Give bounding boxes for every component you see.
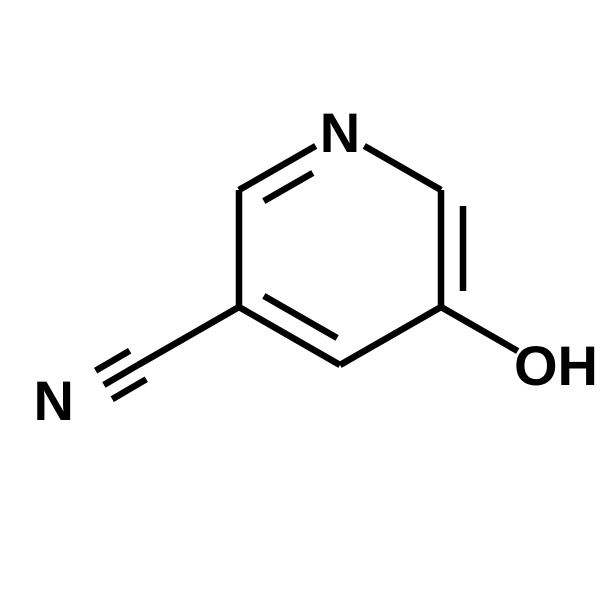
svg-text:N: N — [320, 101, 360, 164]
svg-text:N: N — [34, 369, 74, 432]
svg-text:OH: OH — [514, 334, 598, 397]
